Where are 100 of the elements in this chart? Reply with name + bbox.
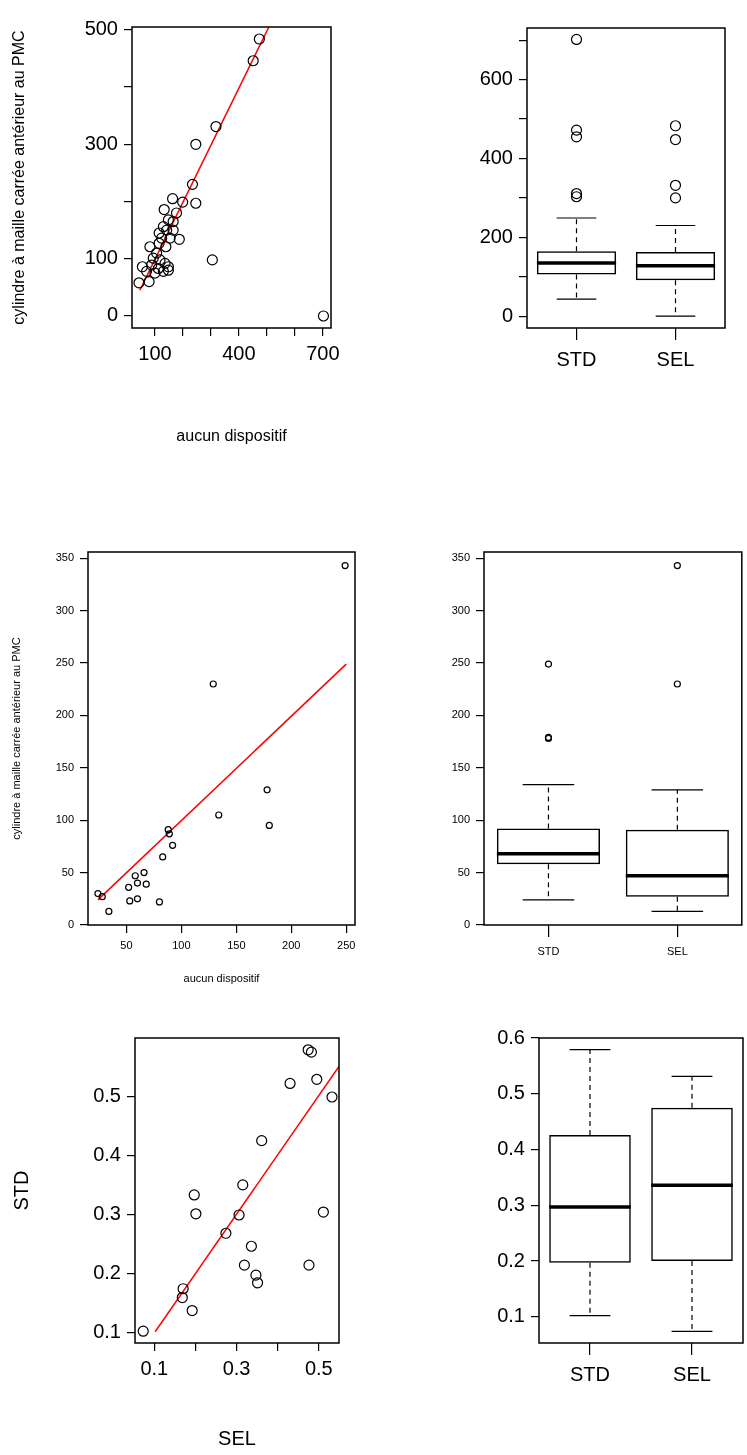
point <box>147 252 159 264</box>
point <box>156 232 168 244</box>
point <box>173 233 185 245</box>
point <box>145 259 158 271</box>
point <box>247 55 259 67</box>
point <box>326 1091 338 1103</box>
point <box>94 889 102 898</box>
point <box>164 232 176 244</box>
point <box>341 562 349 570</box>
x-tick-label: SEL <box>673 1362 711 1385</box>
y-tick-label: 0 <box>463 918 470 931</box>
point <box>176 1291 188 1304</box>
point <box>153 237 165 249</box>
point <box>250 1269 262 1281</box>
y-axis-title: STD <box>9 1170 32 1211</box>
y-axis-title: cylindre à maille carrée antérieur au PMC <box>10 30 28 325</box>
point <box>153 227 165 239</box>
point <box>137 1325 149 1337</box>
point <box>105 907 113 915</box>
y-tick-label: 600 <box>479 67 513 90</box>
point <box>167 215 179 228</box>
y-tick-label: 50 <box>61 865 74 878</box>
point <box>209 680 217 688</box>
y-tick-label: 500 <box>84 17 118 40</box>
point <box>317 1206 329 1218</box>
y-tick-label: 0.2 <box>93 1260 121 1283</box>
y-tick-label: 0.2 <box>497 1248 525 1271</box>
x-tick-label: 0.1 <box>140 1356 169 1379</box>
point <box>133 879 142 887</box>
point <box>167 224 179 236</box>
y-tick-label: 200 <box>479 224 513 247</box>
point <box>151 247 163 259</box>
point <box>140 869 148 877</box>
point <box>190 138 202 150</box>
point <box>215 811 223 819</box>
y-tick-label: 0.5 <box>497 1081 525 1104</box>
point <box>166 193 179 205</box>
point <box>159 853 167 861</box>
point <box>186 1304 198 1317</box>
y-tick-label: 0.1 <box>93 1319 121 1342</box>
point <box>143 276 155 288</box>
point <box>220 1227 232 1239</box>
point <box>284 1077 296 1090</box>
y-tick-label: 0.4 <box>497 1137 525 1160</box>
point <box>154 254 166 266</box>
y-tick-label: 300 <box>451 603 470 616</box>
point <box>263 786 271 794</box>
x-tick-label: SEL <box>656 347 695 370</box>
point <box>190 1208 202 1220</box>
y-tick-label: 150 <box>55 760 74 773</box>
point <box>238 1259 250 1271</box>
point <box>237 1179 249 1191</box>
x-tick-label: STD <box>570 1362 610 1385</box>
point <box>162 214 174 226</box>
y-tick-label: 0 <box>501 303 513 326</box>
point <box>164 826 172 834</box>
x-tick-label: 0.3 <box>222 1356 251 1379</box>
x-axis-title: aucun dispositif <box>183 972 261 985</box>
point <box>155 898 164 906</box>
y-tick-label: 0.6 <box>497 1025 525 1048</box>
point <box>149 267 161 279</box>
point <box>131 872 139 880</box>
point <box>133 895 142 903</box>
x-tick-label: STD <box>537 944 560 957</box>
point <box>160 241 172 253</box>
y-tick-label: 300 <box>55 603 74 616</box>
x-tick-label: 100 <box>172 938 191 951</box>
x-tick-label: 200 <box>282 938 301 951</box>
y-tick-label: 350 <box>451 551 470 564</box>
point <box>302 1044 314 1056</box>
point <box>140 265 153 277</box>
x-tick-label: STD <box>556 347 597 370</box>
x-axis-title: aucun dispositif <box>176 426 288 444</box>
y-tick-label: 250 <box>451 656 470 669</box>
y-tick-label: 100 <box>55 813 74 826</box>
point <box>265 821 273 830</box>
point <box>158 203 170 216</box>
point <box>177 196 189 208</box>
y-tick-label: 350 <box>55 551 74 564</box>
point <box>133 277 145 289</box>
point <box>98 893 106 901</box>
x-tick-label: 150 <box>227 938 246 951</box>
point <box>169 841 177 849</box>
point <box>253 33 265 45</box>
point <box>126 897 134 905</box>
point <box>206 254 218 266</box>
point <box>161 224 173 236</box>
y-tick-label: 100 <box>84 246 118 269</box>
y-tick-label: 0.3 <box>93 1201 121 1224</box>
y-tick-label: 0 <box>67 918 74 931</box>
y-tick-label: 0.1 <box>497 1304 525 1327</box>
point <box>157 265 169 277</box>
x-tick-label: SEL <box>666 944 688 957</box>
y-tick-label: 400 <box>479 146 513 168</box>
x-axis-title: SEL <box>218 1426 256 1449</box>
point <box>256 1135 268 1147</box>
point <box>186 178 199 190</box>
y-tick-label: 300 <box>84 131 118 154</box>
y-tick-label: 250 <box>55 656 74 669</box>
point <box>159 257 171 269</box>
